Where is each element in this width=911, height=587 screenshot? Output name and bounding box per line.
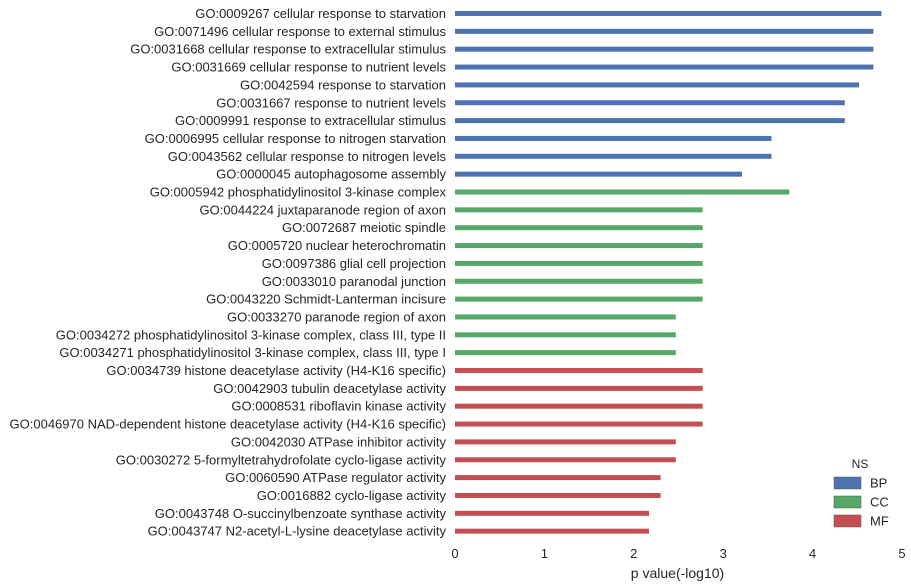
category-label: GO:0009267 cellular response to starvati… [195, 6, 446, 21]
bar-mf [455, 510, 649, 516]
category-label: GO:0031667 response to nutrient levels [216, 95, 446, 110]
bar-mf [455, 457, 676, 463]
category-label: GO:0042030 ATPase inhibitor activity [231, 434, 447, 449]
bar-cc [455, 314, 676, 320]
x-tick-label: 5 [898, 546, 905, 561]
category-label: GO:0033010 paranodal junction [262, 274, 446, 289]
category-label: GO:0000045 autophagosome assembly [216, 167, 446, 182]
bar-bp [455, 64, 874, 70]
bar-bp [455, 100, 845, 106]
category-label: GO:0046970 NAD-dependent histone deacety… [10, 417, 446, 432]
category-label: GO:0043747 N2-acetyl-L-lysine deacetylas… [148, 524, 447, 539]
x-tick-label: 2 [630, 546, 637, 561]
category-label: GO:0042594 response to starvation [240, 77, 446, 92]
bar-mf [455, 439, 676, 445]
legend-entries: BP CC MF [833, 476, 889, 529]
category-label: GO:0030272 5-formyltetrahydrofolate cycl… [116, 452, 447, 467]
x-tick-label: 0 [451, 546, 458, 561]
x-axis-ticks: 0 1 2 3 4 5 [451, 546, 905, 561]
bar-cc [455, 243, 703, 249]
x-tick-label: 1 [541, 546, 548, 561]
category-label: GO:0044224 juxtaparanode region of axon [200, 202, 446, 217]
bar-bp [455, 153, 772, 159]
legend-title: NS [852, 457, 869, 471]
bar-bp [455, 171, 742, 177]
bar-bp [455, 28, 874, 34]
category-label: GO:0043220 Schmidt-Lanterman incisure [206, 292, 446, 307]
category-label: GO:0043562 cellular response to nitrogen… [168, 149, 447, 164]
bar-cc [455, 278, 703, 284]
bar-cc [455, 189, 790, 195]
x-axis-title: p value(-log10) [631, 565, 724, 581]
legend-swatch-mf [833, 514, 862, 528]
category-label: GO:0016882 cyclo-ligase activity [257, 488, 447, 503]
category-labels: GO:0009267 cellular response to starvati… [10, 6, 447, 539]
bar-cc [455, 332, 676, 338]
category-label: GO:0071496 cellular response to external… [154, 24, 446, 39]
category-label: GO:0009991 response to extracellular sti… [175, 113, 446, 128]
legend-label: BP [870, 476, 887, 491]
category-label: GO:0072687 meiotic spindle [282, 220, 446, 235]
bar-mf [455, 492, 661, 498]
category-label: GO:0060590 ATPase regulator activity [225, 470, 446, 485]
category-label: GO:0006995 cellular response to nitrogen… [145, 131, 446, 146]
bar-mf [455, 385, 703, 391]
bar-cc [455, 225, 703, 231]
category-label: GO:0034272 phosphatidylinositol 3-kinase… [56, 327, 446, 342]
bar-mf [455, 421, 703, 427]
bar-cc [455, 296, 703, 302]
x-tick-label: 4 [809, 546, 816, 561]
category-label: GO:0005720 nuclear heterochromatin [228, 238, 446, 253]
category-label: GO:0008531 riboflavin kinase activity [231, 399, 446, 414]
category-label: GO:0005942 phosphatidylinositol 3-kinase… [150, 185, 447, 200]
bar-bp [455, 46, 874, 52]
bar-cc [455, 260, 703, 266]
bar-bp [455, 118, 845, 124]
category-label: GO:0033270 paranode region of axon [227, 309, 446, 324]
legend-swatch-bp [833, 476, 862, 490]
legend-swatch-cc [833, 495, 862, 509]
category-label: GO:0034271 phosphatidylinositol 3-kinase… [59, 345, 446, 360]
bar-mf [455, 403, 703, 409]
bar-cc [455, 350, 676, 356]
category-label: GO:0031669 cellular response to nutrient… [171, 60, 446, 75]
category-label: GO:0034739 histone deacetylase activity … [106, 363, 446, 378]
bar-bp [455, 135, 772, 141]
bar-cc [455, 207, 703, 213]
legend: NS BP CC MF [833, 457, 889, 529]
category-label: GO:0043748 O-succinylbenzoate synthase a… [155, 506, 447, 521]
x-tick-label: 3 [720, 546, 727, 561]
legend-label: CC [870, 495, 889, 510]
category-label: GO:0097386 glial cell projection [262, 256, 446, 271]
bar-mf [455, 368, 703, 373]
category-label: GO:0042903 tubulin deacetylase activity [213, 381, 446, 396]
bar-mf [455, 528, 649, 534]
legend-label: MF [870, 514, 889, 529]
bar-bp [455, 11, 882, 16]
bar-mf [455, 475, 661, 481]
bar-bp [455, 82, 860, 88]
category-label: GO:0031668 cellular response to extracel… [130, 42, 446, 57]
bars [455, 11, 882, 534]
